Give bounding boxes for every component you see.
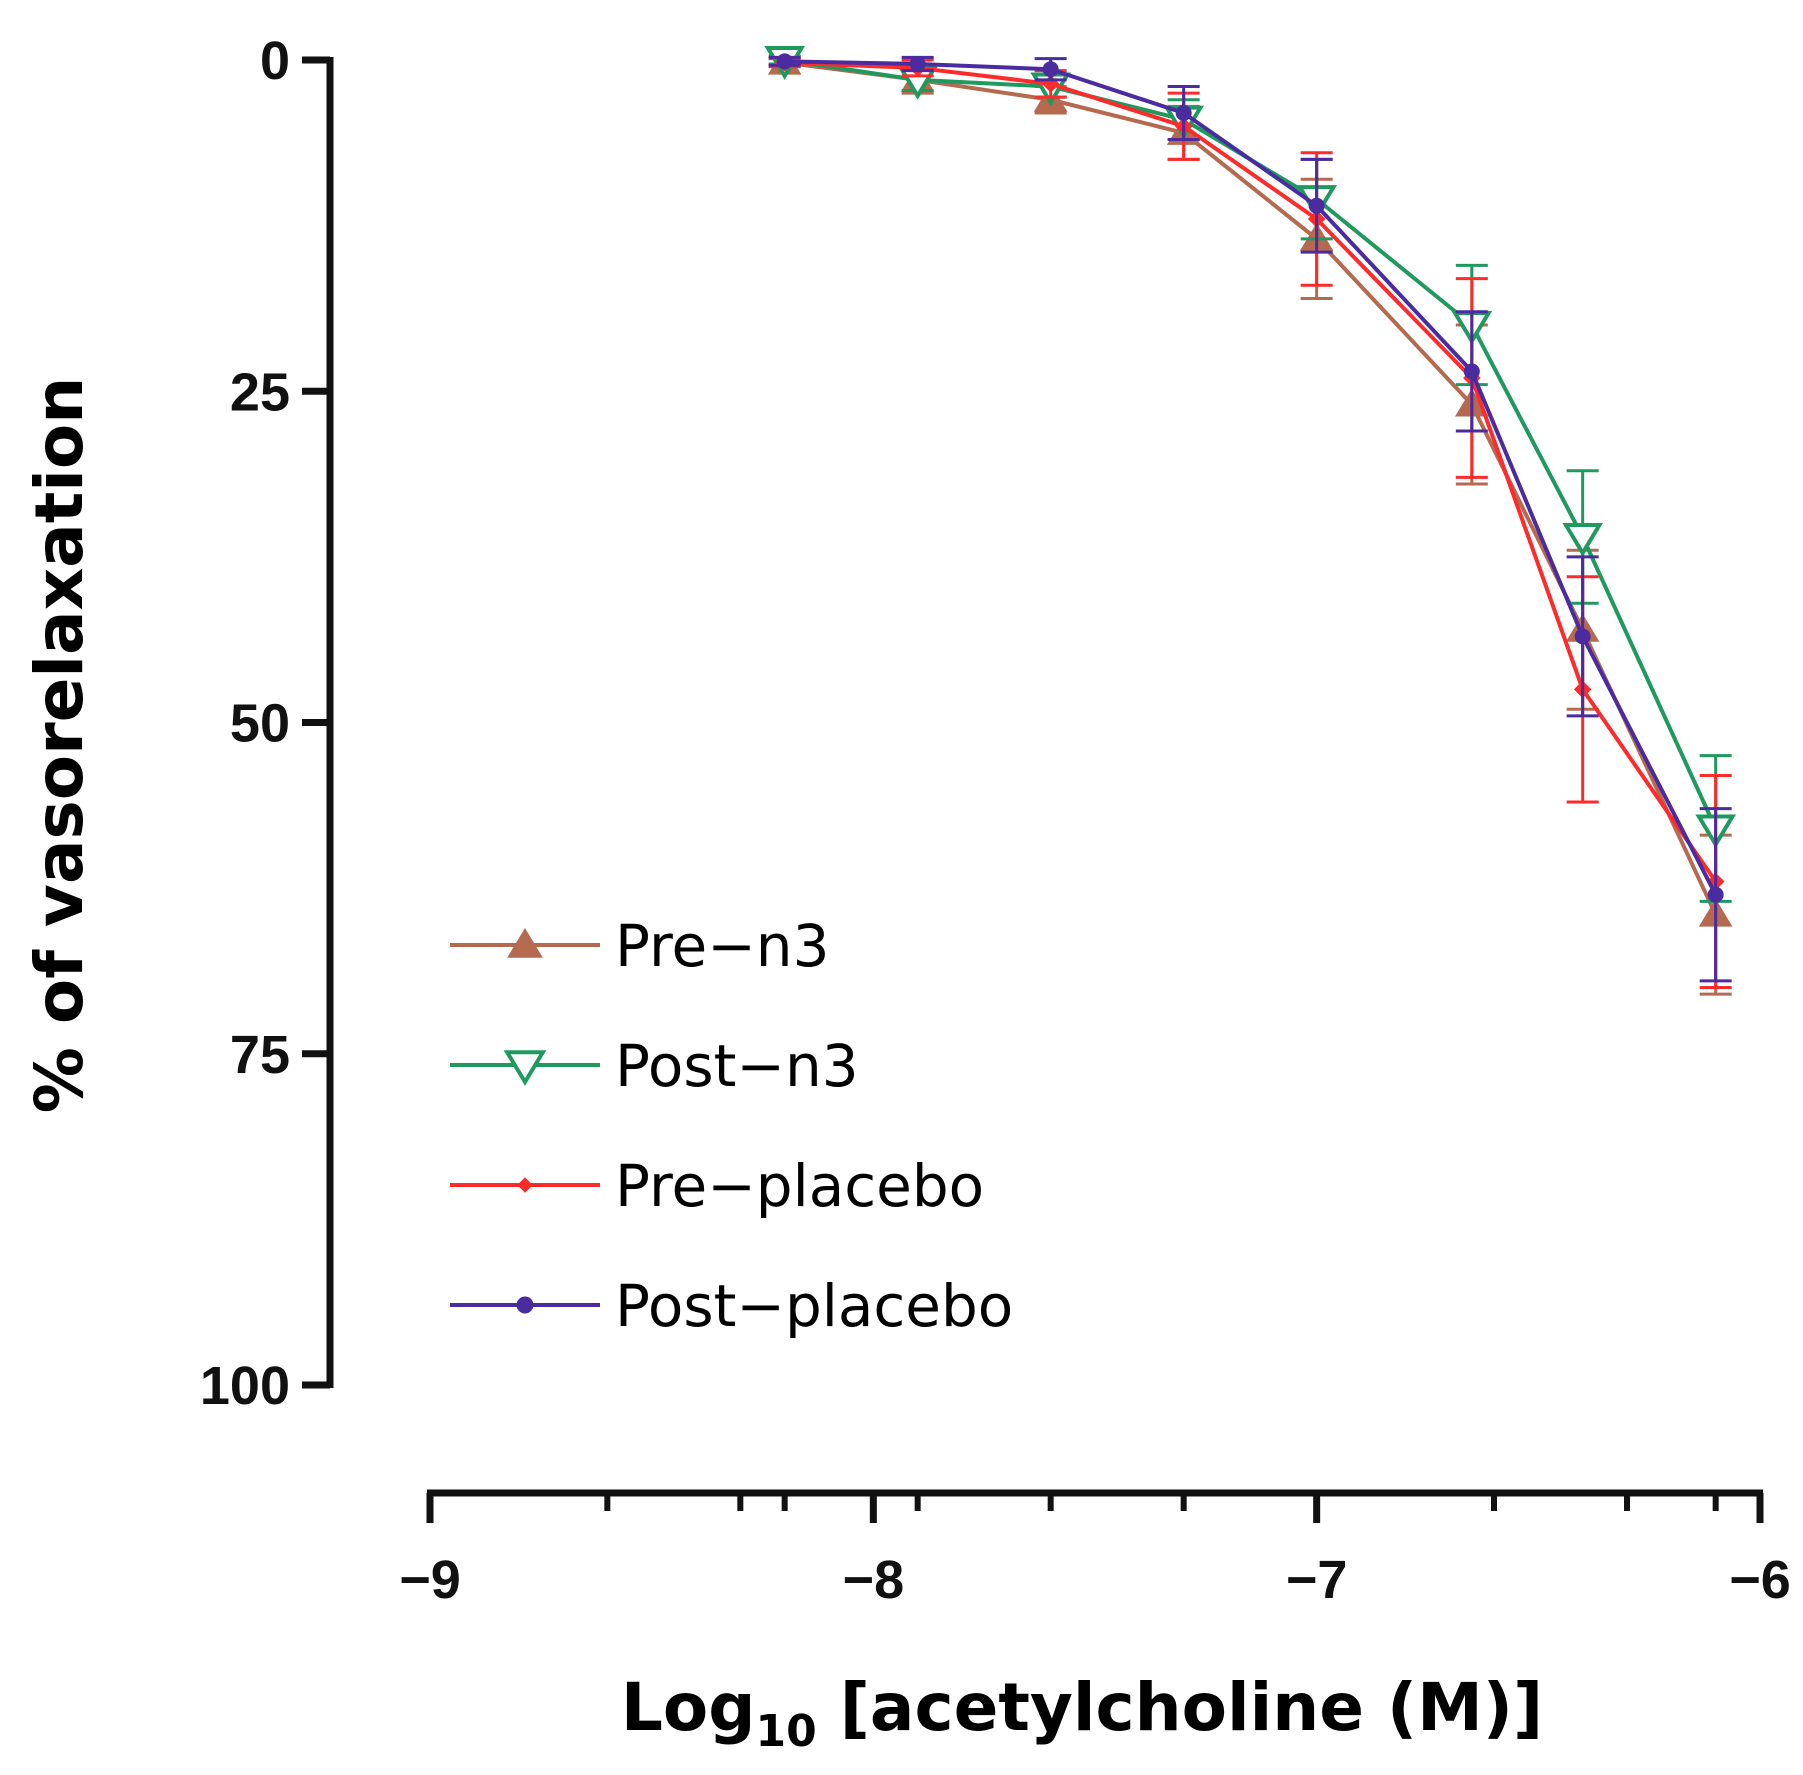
legend-item: Post−placebo bbox=[450, 1272, 1013, 1340]
y-tick-label: 50 bbox=[230, 694, 290, 754]
marker-dot bbox=[1175, 105, 1192, 121]
series-line bbox=[784, 59, 1718, 896]
x-tick-label: −7 bbox=[1286, 1550, 1348, 1610]
plot-area bbox=[764, 46, 1736, 996]
marker-dot bbox=[1042, 61, 1059, 78]
series-line bbox=[784, 58, 1718, 830]
marker-dot bbox=[516, 1296, 534, 1314]
marker-triangle-up bbox=[507, 928, 543, 958]
y-tick-label: 75 bbox=[230, 1025, 290, 1085]
marker-dot bbox=[1574, 628, 1591, 645]
legend: Pre−n3 Post−n3 Pre−placebo Post−placebo bbox=[450, 912, 1013, 1340]
x-tick-label: −8 bbox=[843, 1550, 905, 1610]
y-tick-label: 0 bbox=[260, 31, 290, 91]
marker-dot bbox=[1308, 197, 1325, 214]
legend-label: Pre−n3 bbox=[615, 912, 829, 980]
marker-triangle-down bbox=[503, 1050, 547, 1086]
legend-label: Post−placebo bbox=[615, 1272, 1013, 1340]
legend-label: Post−n3 bbox=[615, 1032, 859, 1100]
series-3 bbox=[768, 53, 1732, 989]
x-tick-label: −6 bbox=[1729, 1550, 1791, 1610]
x-axis-title-prefix: Log bbox=[621, 1669, 756, 1746]
x-axis-title-subscript: 10 bbox=[756, 1706, 817, 1757]
marker-dot bbox=[776, 53, 793, 70]
legend-item: Post−n3 bbox=[450, 1032, 859, 1100]
series-line bbox=[784, 60, 1718, 916]
legend-item: Pre−placebo bbox=[450, 1152, 984, 1220]
marker-triangle-down bbox=[1562, 523, 1603, 557]
series-4 bbox=[768, 53, 1732, 983]
marker-dot bbox=[1463, 363, 1480, 380]
x-axis-title-suffix: [acetylcholine (M)] bbox=[817, 1669, 1543, 1746]
x-axis-title: Log10 [acetylcholine (M)] bbox=[621, 1669, 1543, 1757]
series-2 bbox=[764, 46, 1736, 903]
legend-label: Pre−placebo bbox=[615, 1152, 984, 1220]
y-tick-label: 100 bbox=[200, 1356, 290, 1416]
series-line bbox=[784, 60, 1718, 883]
series-1 bbox=[767, 46, 1733, 996]
marker-diamond bbox=[517, 1177, 533, 1193]
legend-item: Pre−n3 bbox=[450, 912, 829, 980]
x-axis: −9 −8 −7 −6 bbox=[399, 1489, 1791, 1610]
y-axis: 0 25 50 75 100 bbox=[200, 31, 334, 1416]
y-axis-title: % of vasorelaxation bbox=[21, 377, 98, 1113]
marker-dot bbox=[909, 55, 926, 72]
y-tick-label: 25 bbox=[230, 362, 290, 422]
marker-dot bbox=[1707, 886, 1724, 903]
x-tick-label: −9 bbox=[399, 1550, 461, 1610]
